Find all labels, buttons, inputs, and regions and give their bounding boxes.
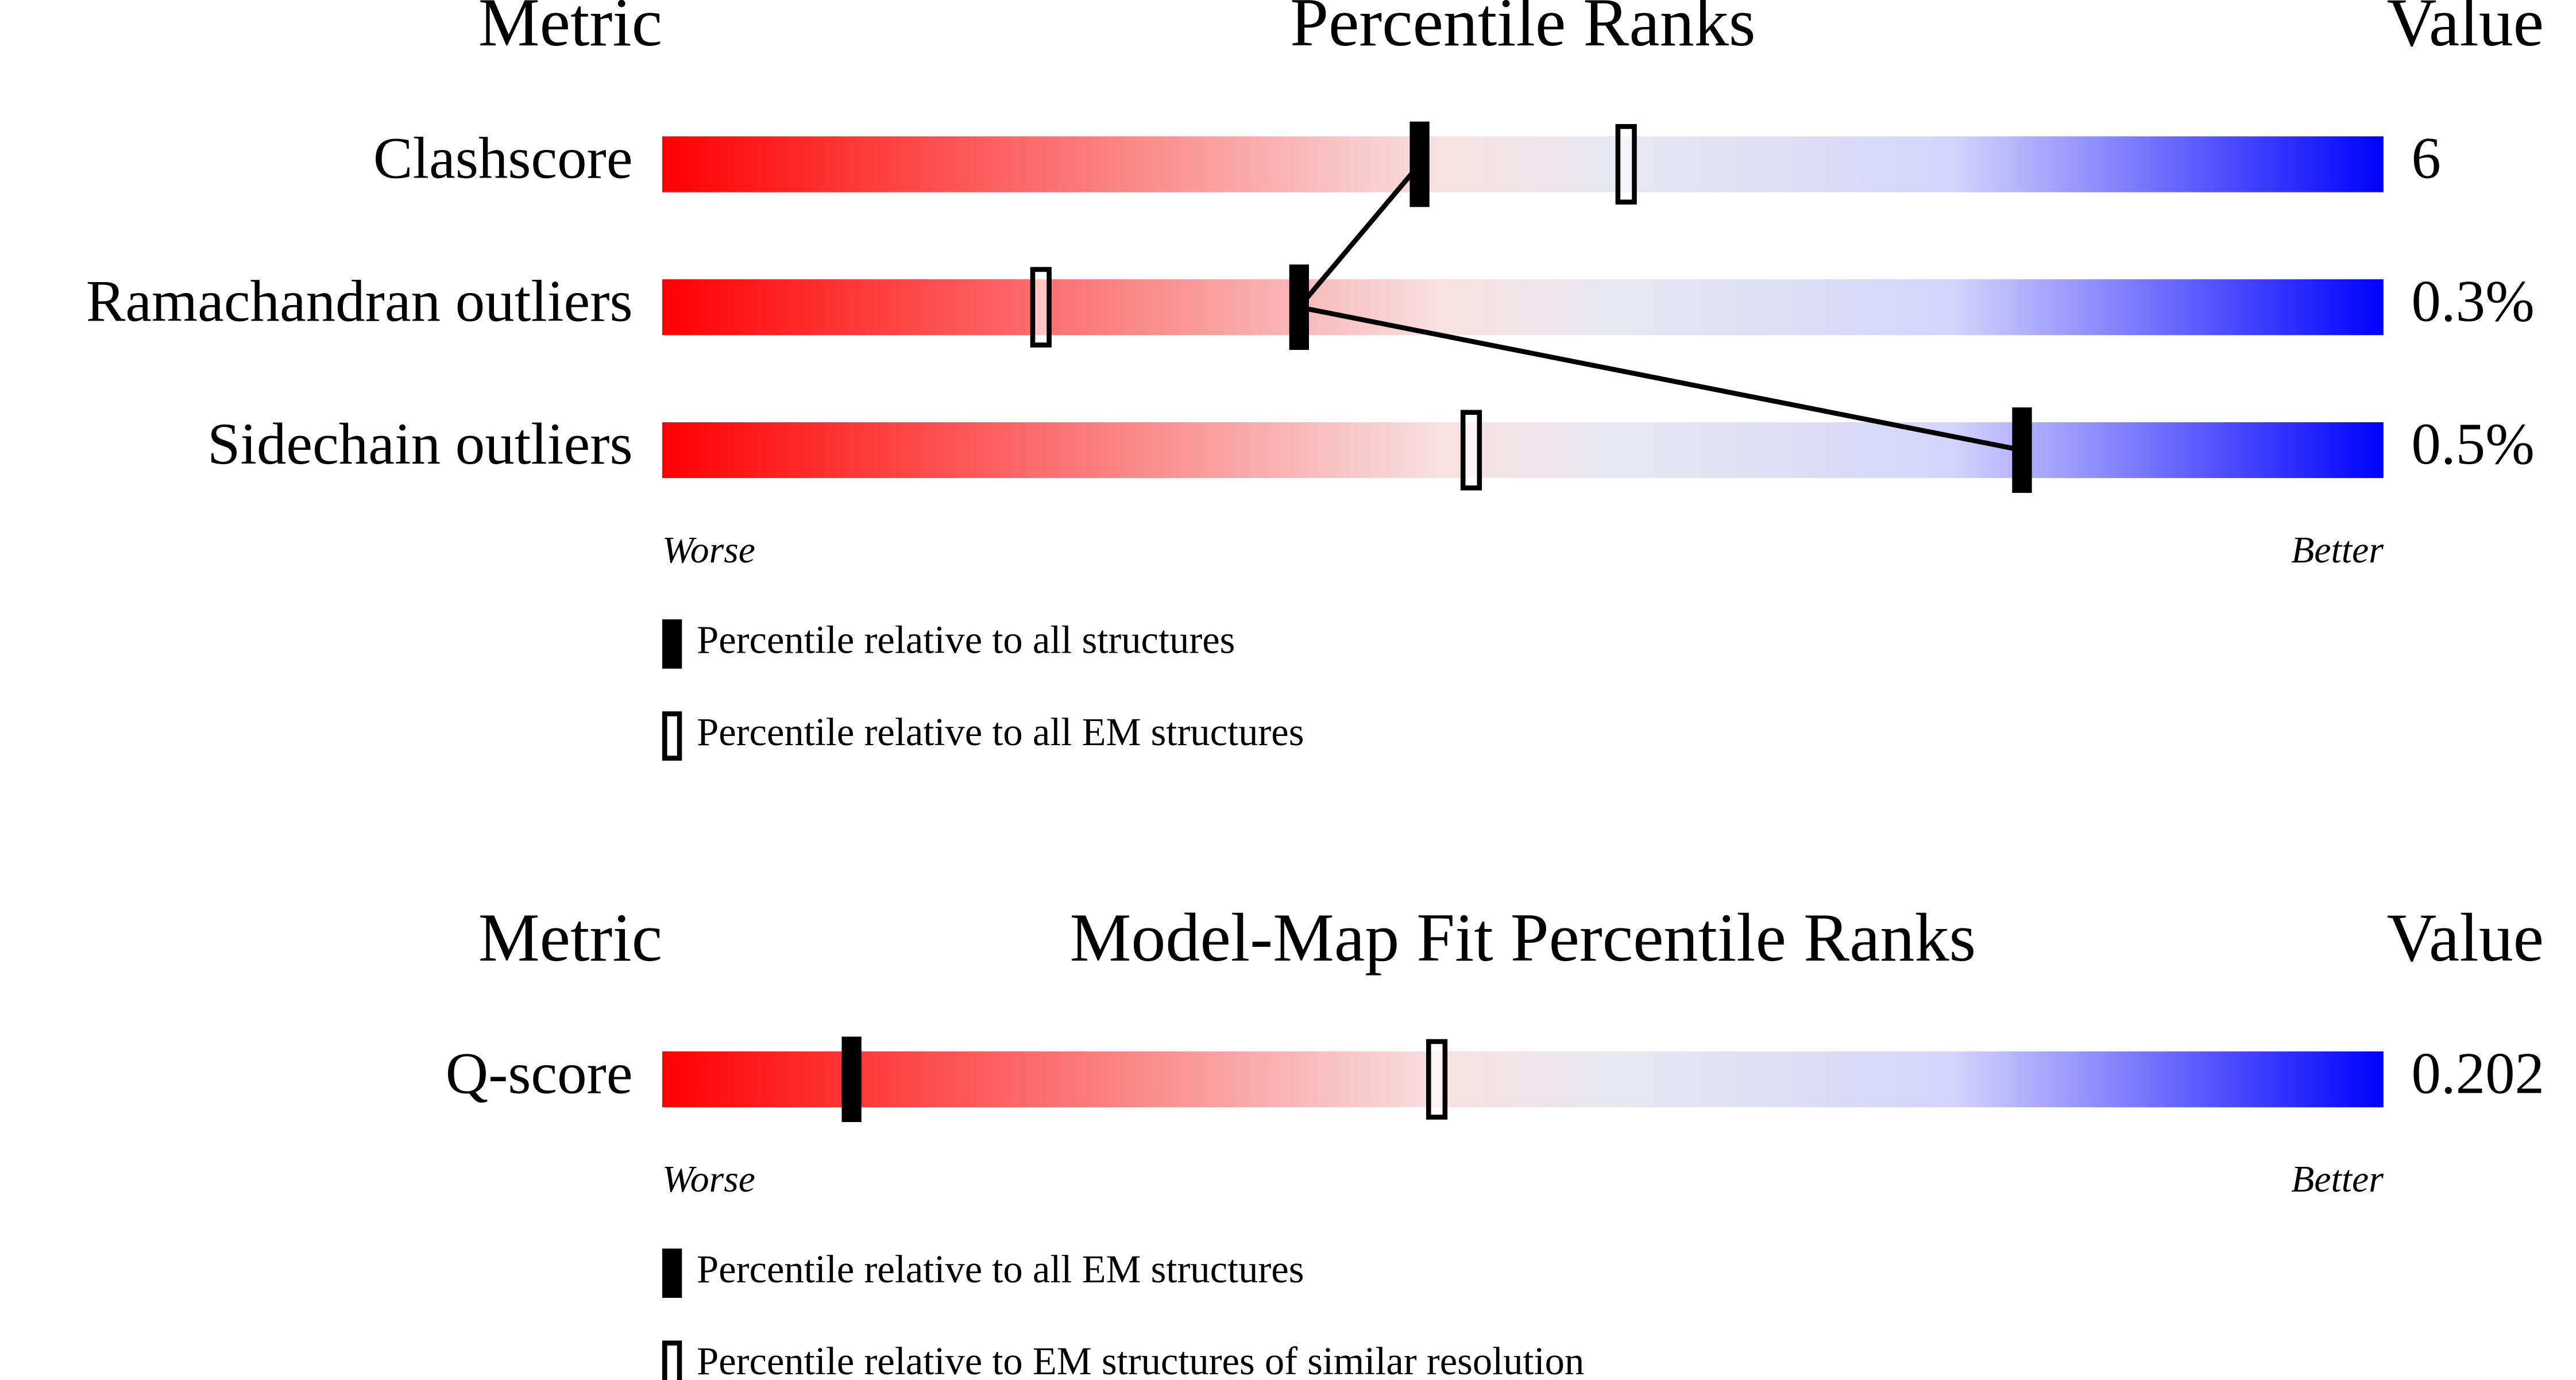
rank-marker-open (1426, 1039, 1448, 1120)
metric-label: Ramachandran outliers (86, 268, 633, 334)
chart-title: Model-Map Fit Percentile Ranks (1070, 899, 1976, 976)
rank-marker-open (1030, 267, 1052, 348)
legend-label: Percentile relative to all EM structures (697, 1247, 1304, 1291)
rank-marker (841, 1036, 862, 1123)
rank-marker (1289, 264, 1309, 350)
metric-value: 6 (2411, 126, 2440, 191)
rank-marker (1409, 121, 1430, 207)
percentile-bar (662, 279, 2384, 336)
metric-label: Clashscore (373, 126, 633, 191)
percentile-bar (662, 136, 2384, 192)
axis-high-label: Better (2291, 529, 2384, 571)
legend-label: Percentile relative to all structures (697, 618, 1235, 662)
legend-label: Percentile relative to all EM structures (697, 710, 1304, 754)
metric-value: 0.202 (2411, 1040, 2544, 1106)
legend-swatch (662, 1248, 682, 1298)
legend-swatch (662, 619, 682, 669)
metric-header: Metric (478, 0, 662, 60)
axis-high-label: Better (2291, 1158, 2384, 1200)
value-header: Value (2387, 899, 2544, 976)
rank-marker (2012, 407, 2032, 493)
metric-label: Q-score (446, 1040, 633, 1106)
legend-label: Percentile relative to EM structures of … (697, 1339, 1584, 1380)
metric-header: Metric (478, 899, 662, 976)
axis-low-label: Worse (662, 1158, 755, 1200)
value-header: Value (2387, 0, 2544, 60)
metric-value: 0.3% (2411, 268, 2534, 334)
percentile-bar (662, 1051, 2384, 1108)
metric-label: Sidechain outliers (207, 411, 632, 477)
axis-low-label: Worse (662, 529, 755, 571)
legend-swatch-open (662, 711, 682, 761)
legend-swatch-open (662, 1340, 682, 1380)
chart-title: Percentile Ranks (1290, 0, 1755, 60)
metric-value: 0.5% (2411, 411, 2534, 477)
rank-marker-open (1615, 124, 1637, 205)
percentile-bar (662, 422, 2384, 479)
rank-marker-open (1460, 410, 1482, 491)
